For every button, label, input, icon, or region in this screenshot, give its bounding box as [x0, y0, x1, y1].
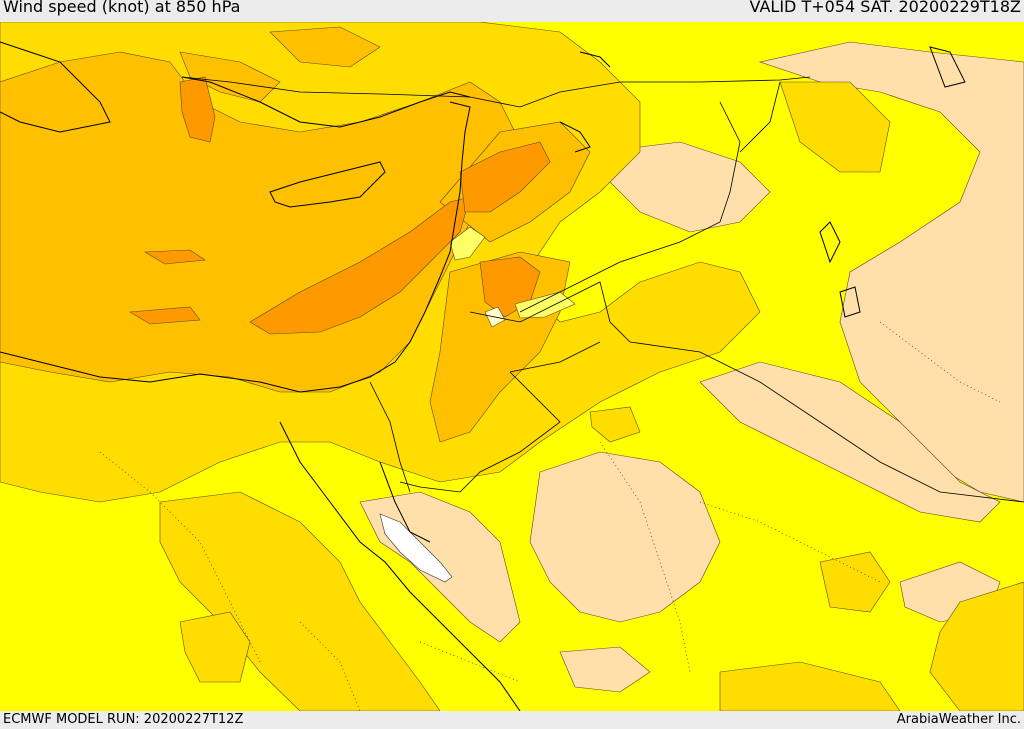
coastlines: [0, 41, 966, 711]
political-borders: [181, 76, 1024, 503]
map-canvas: [0, 22, 1024, 711]
internal-boundaries: [99, 321, 1001, 711]
very-strong-wind-areas: [129, 76, 576, 335]
wind-speed-map[interactable]: [0, 22, 1024, 711]
valid-time: VALID T+054 SAT. 20200229T18Z: [749, 0, 1021, 16]
header-bar: Wind speed (knot) at 850 hPa VALID T+054…: [0, 0, 1024, 22]
model-run: ECMWF MODEL RUN: 20200227T12Z: [3, 712, 244, 727]
map-title: Wind speed (knot) at 850 hPa: [3, 0, 241, 16]
footer-bar: ECMWF MODEL RUN: 20200227T12Z ArabiaWeat…: [0, 711, 1024, 729]
provider-credit: ArabiaWeather Inc.: [896, 712, 1021, 727]
